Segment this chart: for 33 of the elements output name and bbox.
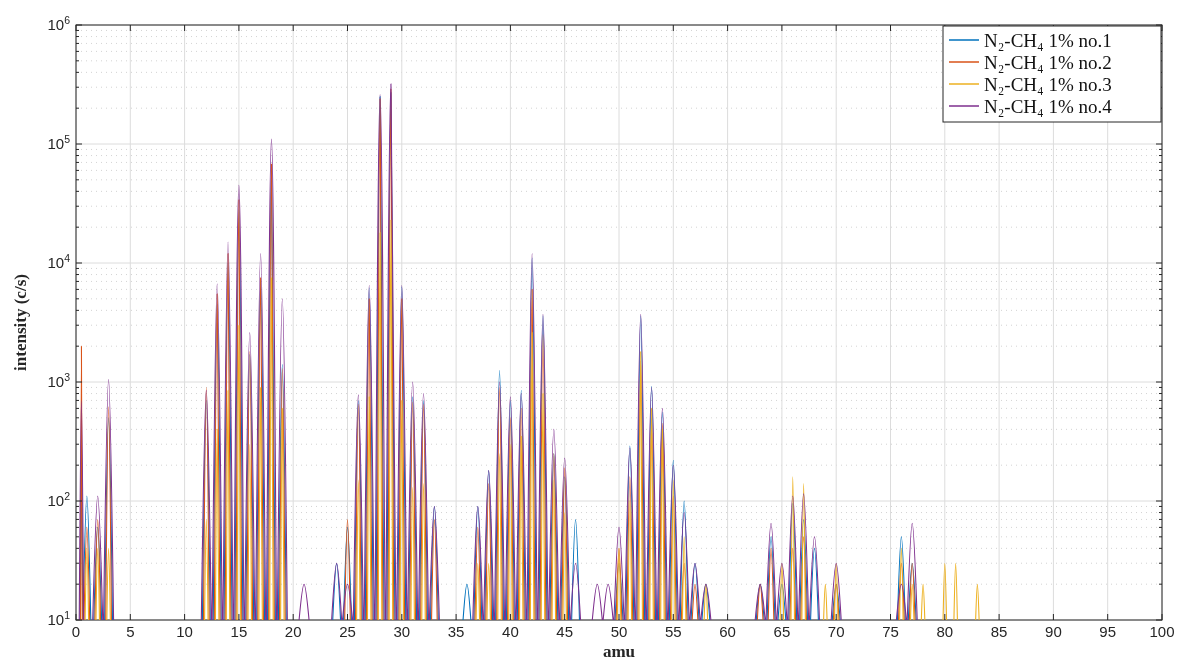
x-tick-label: 90 <box>1045 623 1062 640</box>
x-tick-label: 60 <box>719 623 736 640</box>
x-tick-label: 95 <box>1099 623 1117 640</box>
x-tick-label: 80 <box>936 623 954 640</box>
x-tick-label: 75 <box>882 623 899 640</box>
x-tick-label: 15 <box>230 623 248 640</box>
y-tick-label: 10$^{6}$ <box>47 14 71 34</box>
x-tick-label: 5 <box>126 623 135 640</box>
x-tick-label: 70 <box>827 623 845 640</box>
x-axis-title: amu <box>602 642 636 661</box>
legend-label: N₂-CH₄ 1% no.2 <box>984 51 1112 73</box>
x-tick-label: 50 <box>610 623 628 640</box>
legend-label: N₂-CH₄ 1% no.3 <box>984 73 1112 95</box>
y-tick-label: 10$^{2}$ <box>47 490 71 510</box>
x-tick-label: 25 <box>339 623 356 640</box>
x-tick-label: 55 <box>664 623 682 640</box>
y-tick-label: 10$^{5}$ <box>47 133 71 153</box>
x-tick-label: 0 <box>71 623 81 640</box>
x-tick-label: 40 <box>502 623 519 640</box>
x-tick-label: 20 <box>284 623 302 640</box>
y-axis-title: intensity (c/s) <box>11 274 30 371</box>
x-tick-label: 100 <box>1149 623 1175 640</box>
legend-label: N₂-CH₄ 1% no.1 <box>984 29 1112 51</box>
x-tick-label: 35 <box>447 623 465 640</box>
y-tick-label: 10$^{4}$ <box>47 252 71 272</box>
x-tick-label: 85 <box>990 623 1008 640</box>
x-tick-label: 10 <box>176 623 193 640</box>
y-tick-label: 10$^{3}$ <box>47 371 71 391</box>
x-tick-label: 65 <box>773 623 791 640</box>
x-tick-label: 45 <box>556 623 574 640</box>
legend-label: N₂-CH₄ 1% no.4 <box>984 95 1113 117</box>
y-tick-label: 10$^{1}$ <box>47 609 71 629</box>
x-tick-label: 30 <box>393 623 411 640</box>
